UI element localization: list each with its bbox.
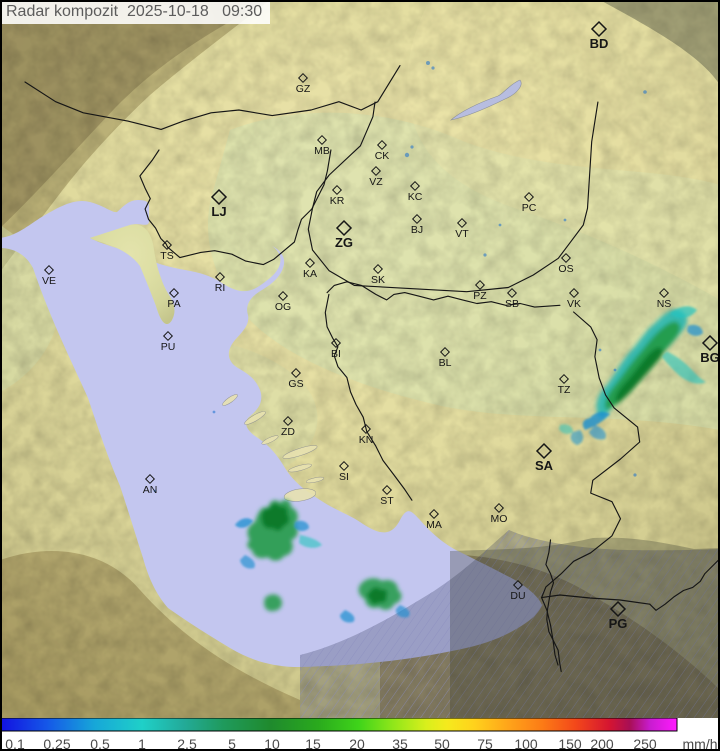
svg-text:0,1: 0,1: [5, 736, 25, 751]
svg-text:MO: MO: [491, 513, 508, 525]
svg-text:ST: ST: [380, 495, 394, 507]
svg-text:0,25: 0,25: [43, 736, 70, 751]
svg-text:AN: AN: [143, 484, 158, 496]
svg-text:PZ: PZ: [473, 290, 487, 302]
svg-text:OS: OS: [558, 263, 573, 275]
svg-text:GS: GS: [288, 378, 303, 390]
svg-text:PU: PU: [161, 341, 176, 353]
svg-text:5: 5: [228, 736, 236, 751]
svg-text:75: 75: [477, 736, 493, 751]
svg-text:SA: SA: [535, 458, 554, 473]
svg-text:100: 100: [514, 736, 538, 751]
svg-text:RI: RI: [215, 282, 226, 294]
svg-text:2,5: 2,5: [177, 736, 197, 751]
svg-text:KC: KC: [408, 191, 423, 203]
svg-text:VT: VT: [455, 228, 469, 240]
svg-text:VE: VE: [42, 275, 56, 287]
svg-text:250: 250: [633, 736, 657, 751]
svg-text:NS: NS: [657, 298, 672, 310]
svg-text:1: 1: [138, 736, 146, 751]
svg-text:VZ: VZ: [369, 176, 383, 188]
svg-text:35: 35: [392, 736, 408, 751]
svg-text:PA: PA: [167, 298, 180, 310]
svg-text:20: 20: [349, 736, 365, 751]
svg-text:OG: OG: [275, 301, 291, 313]
svg-text:KA: KA: [303, 268, 317, 280]
svg-text:TS: TS: [160, 250, 173, 262]
svg-text:DU: DU: [510, 590, 525, 602]
svg-text:TZ: TZ: [558, 384, 571, 396]
svg-text:KR: KR: [330, 195, 345, 207]
svg-text:200: 200: [590, 736, 614, 751]
svg-text:SI: SI: [339, 471, 349, 483]
svg-text:SK: SK: [371, 274, 385, 286]
svg-text:VK: VK: [567, 298, 581, 310]
svg-text:LJ: LJ: [211, 204, 226, 219]
svg-text:BJ: BJ: [411, 224, 423, 236]
svg-text:MA: MA: [426, 519, 442, 531]
svg-text:BG: BG: [700, 350, 720, 365]
svg-text:CK: CK: [375, 150, 390, 162]
svg-text:MB: MB: [314, 145, 330, 157]
svg-text:mm/h: mm/h: [683, 736, 718, 751]
svg-text:BI: BI: [331, 348, 341, 360]
svg-text:ZG: ZG: [335, 235, 353, 250]
svg-text:BD: BD: [590, 36, 609, 51]
svg-text:ZD: ZD: [281, 426, 295, 438]
svg-text:PG: PG: [609, 616, 628, 631]
svg-text:10: 10: [264, 736, 280, 751]
svg-text:150: 150: [558, 736, 582, 751]
svg-text:PC: PC: [522, 202, 537, 214]
svg-text:KN: KN: [359, 434, 374, 446]
svg-text:SB: SB: [505, 298, 519, 310]
svg-text:15: 15: [305, 736, 321, 751]
svg-text:0,5: 0,5: [90, 736, 110, 751]
svg-text:50: 50: [434, 736, 450, 751]
svg-text:GZ: GZ: [296, 83, 311, 95]
svg-text:BL: BL: [439, 357, 452, 369]
